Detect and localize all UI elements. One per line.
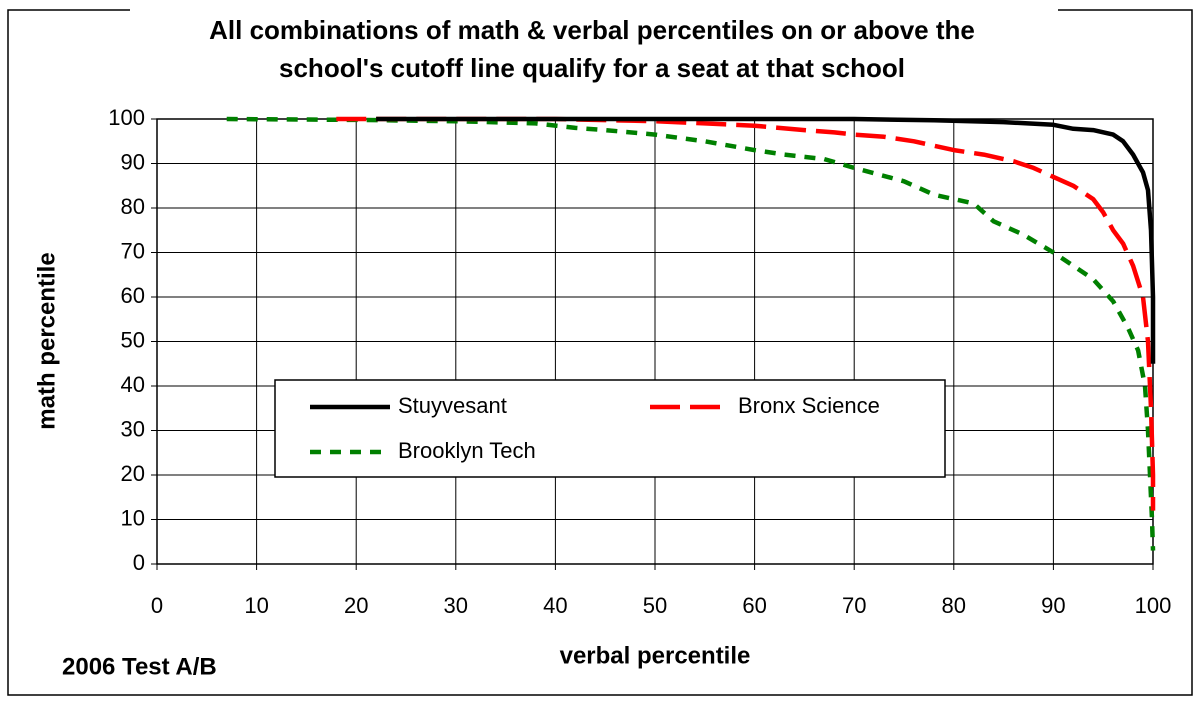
legend-label: Brooklyn Tech <box>398 438 536 463</box>
y-tick-label: 20 <box>121 461 145 486</box>
series-line <box>376 116 1156 364</box>
y-tick-label: 50 <box>121 327 145 352</box>
annotation: 2006 Test A/B <box>62 653 217 680</box>
x-tick-label: 90 <box>1041 593 1065 618</box>
legend-label: Bronx Science <box>738 393 880 418</box>
x-tick-label: 20 <box>344 593 368 618</box>
x-tick-label: 60 <box>742 593 766 618</box>
x-tick-label: 0 <box>151 593 163 618</box>
y-axis-label: math percentile <box>33 252 60 429</box>
x-tick-label: 40 <box>543 593 567 618</box>
y-tick-label: 80 <box>121 194 145 219</box>
x-tick-label: 80 <box>942 593 966 618</box>
x-tick-label: 50 <box>643 593 667 618</box>
y-tick-label: 90 <box>121 149 145 174</box>
x-tick-label: 70 <box>842 593 866 618</box>
legend-label: Stuyvesant <box>398 393 507 418</box>
legend-box <box>274 379 946 478</box>
y-tick-label: 30 <box>121 416 145 441</box>
y-tick-label: 60 <box>121 283 145 308</box>
y-tick-label: 40 <box>121 372 145 397</box>
y-tick-label: 0 <box>133 550 145 575</box>
chart-title: school's cutoff line qualify for a seat … <box>279 53 905 83</box>
x-tick-label: 10 <box>244 593 268 618</box>
x-axis-label: verbal percentile <box>560 642 751 669</box>
y-tick-label: 70 <box>121 238 145 263</box>
y-tick-label: 10 <box>121 505 145 530</box>
x-tick-label: 100 <box>1135 593 1172 618</box>
series-line <box>226 116 1156 551</box>
x-tick-label: 30 <box>444 593 468 618</box>
chart-title: All combinations of math & verbal percen… <box>209 15 975 45</box>
series-line <box>336 116 1156 511</box>
y-tick-label: 100 <box>108 105 145 130</box>
title-backdrop <box>130 4 1058 16</box>
